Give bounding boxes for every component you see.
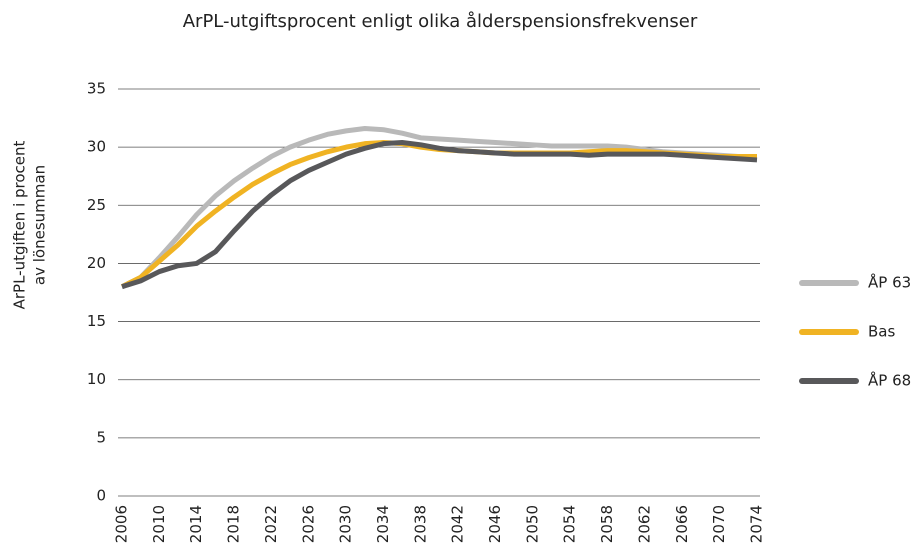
y-tick-label: 30 (87, 138, 106, 156)
x-tick-label: 2058 (598, 505, 616, 543)
legend-label: Bas (868, 323, 895, 341)
y-tick-label: 10 (87, 370, 106, 388)
x-tick-label: 2074 (748, 505, 766, 543)
x-tick-label: 2026 (299, 505, 317, 543)
x-tick-label: 2034 (374, 505, 392, 543)
x-tick-label: 2022 (262, 505, 280, 543)
legend-label: ÅP 68 (868, 371, 911, 390)
x-tick-label: 2010 (150, 505, 168, 543)
y-tick-label: 15 (87, 312, 106, 330)
series-line (121, 139, 758, 290)
x-tick-label: 2014 (187, 505, 205, 543)
y-tick-label: 20 (87, 254, 106, 272)
x-tick-label: 2054 (561, 505, 579, 543)
x-tick-label: 2006 (113, 505, 131, 543)
y-axis-label: ArPL-utgiften i procent (11, 140, 29, 309)
x-tick-label: 2038 (411, 505, 429, 543)
x-tick-label: 2046 (486, 505, 504, 543)
y-axis-label: av lönesumman (31, 165, 49, 285)
y-tick-label: 5 (96, 428, 106, 446)
y-tick-label: 35 (87, 80, 106, 98)
y-tick-label: 0 (96, 487, 106, 505)
series-line (120, 139, 757, 289)
x-tick-label: 2030 (337, 505, 355, 543)
x-tick-label: 2062 (635, 505, 653, 543)
chart-title: ArPL-utgiftsprocent enligt olika åldersp… (183, 11, 698, 32)
x-tick-label: 2066 (673, 505, 691, 543)
y-tick-label: 25 (87, 196, 106, 214)
legend-label: ÅP 63 (868, 273, 911, 292)
x-tick-label: 2042 (449, 505, 467, 543)
x-tick-label: 2070 (710, 505, 728, 543)
x-tick-label: 2018 (225, 505, 243, 543)
x-tick-label: 2050 (523, 505, 541, 543)
